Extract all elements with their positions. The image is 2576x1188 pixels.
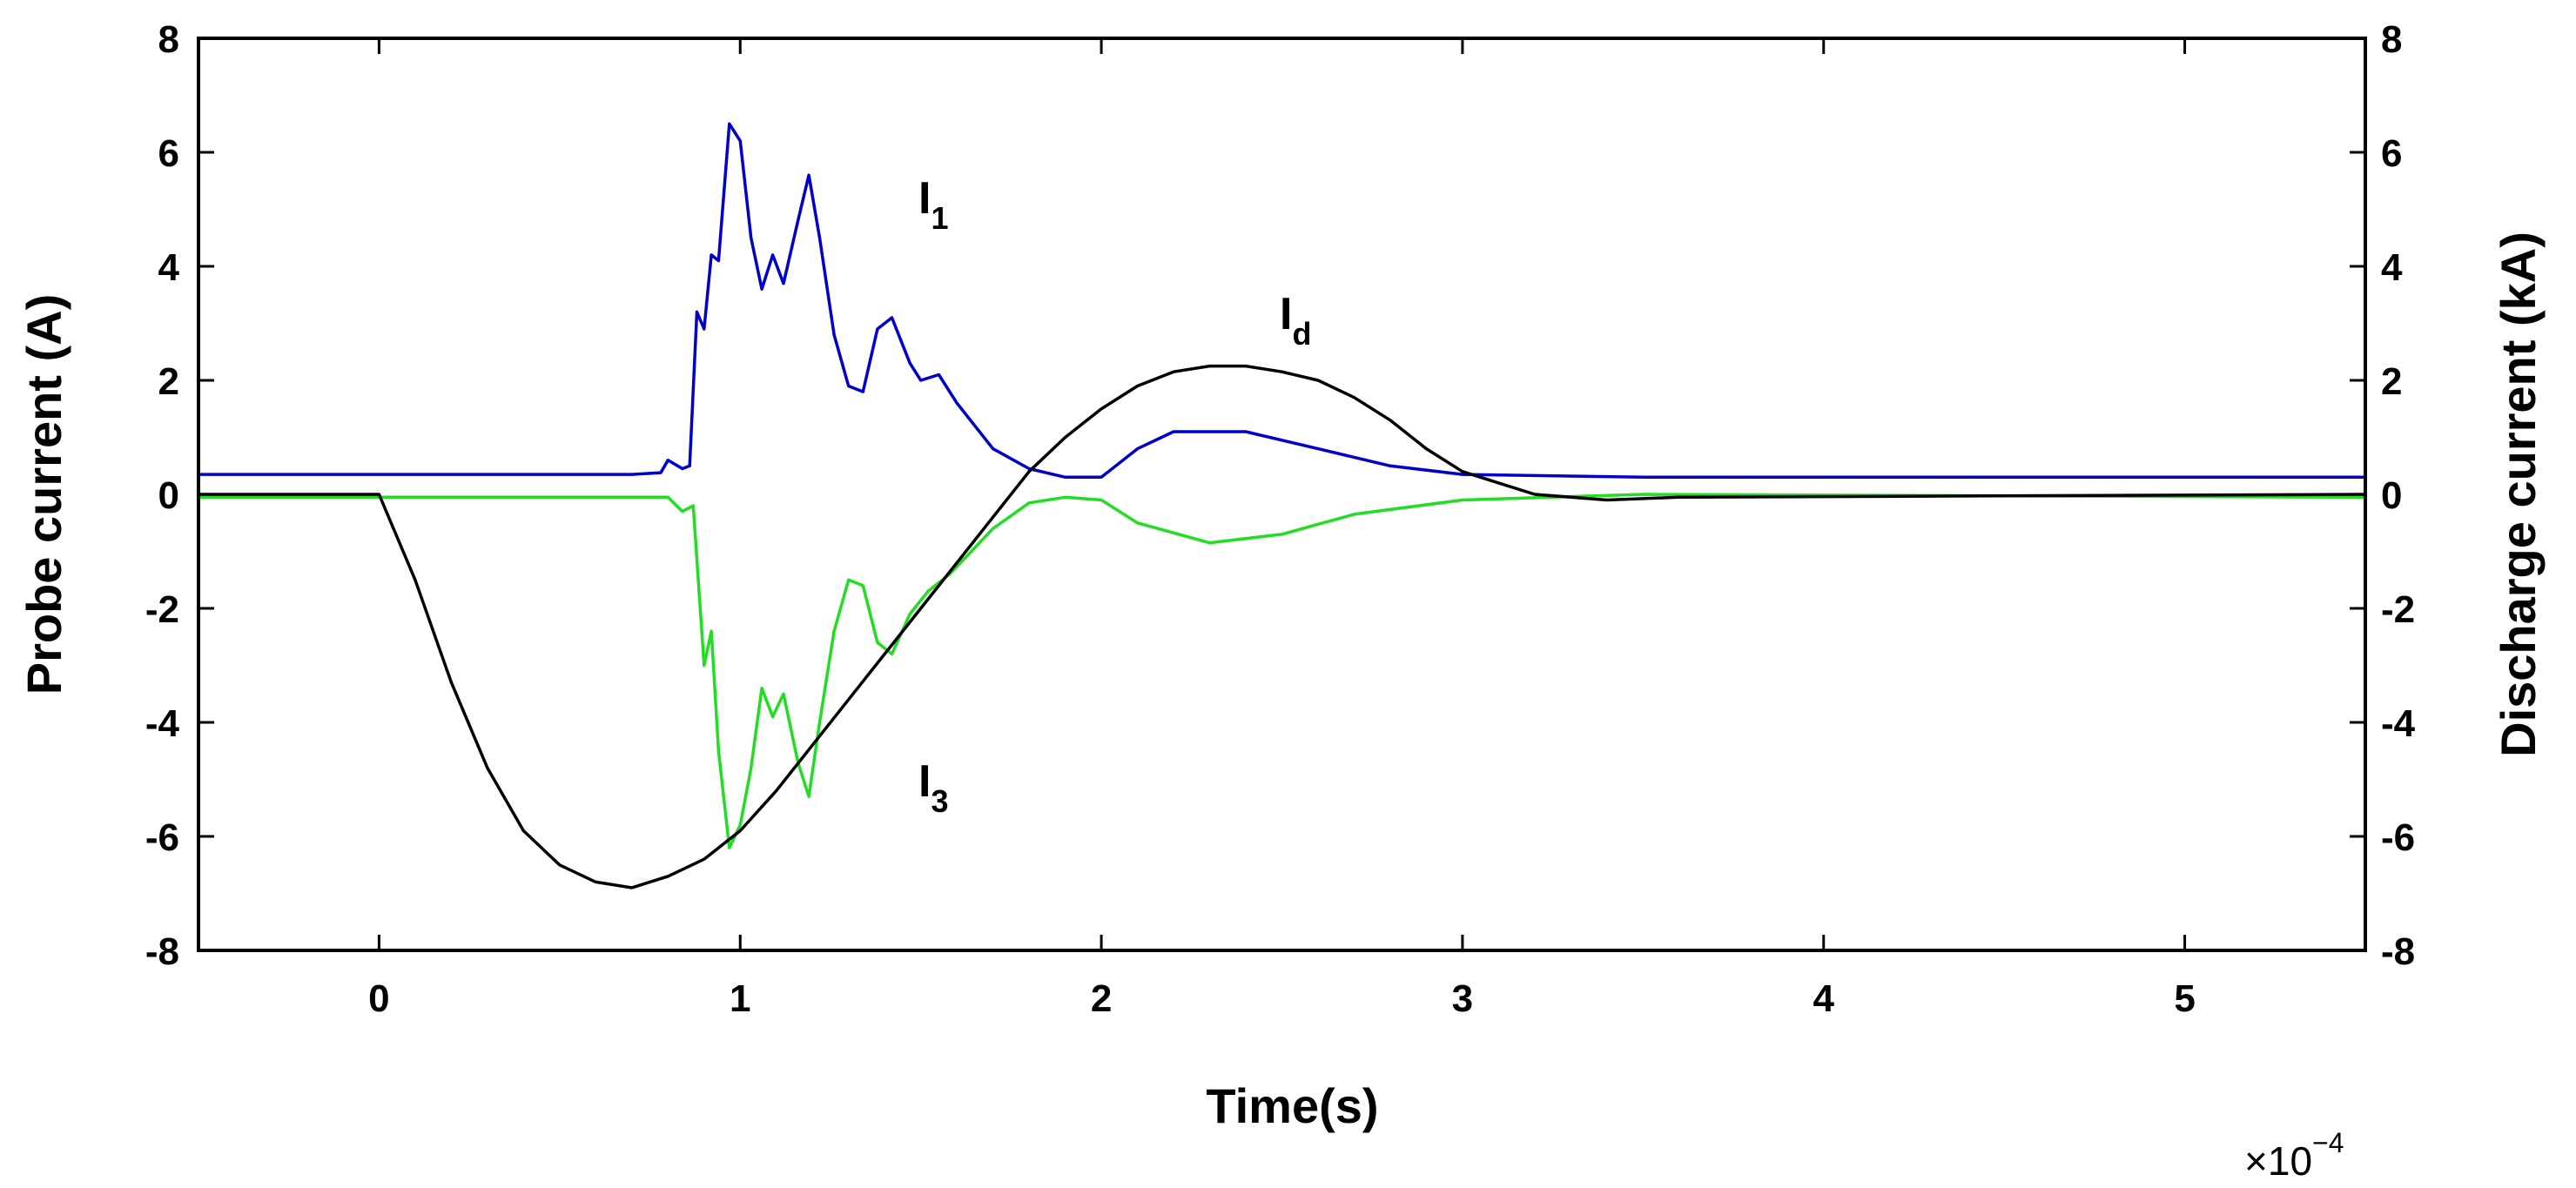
right-y-tick-label: 0 [2381, 474, 2402, 517]
series-line-id [198, 364, 2366, 889]
right-y-tick-label: -4 [2381, 702, 2416, 745]
series-layer [198, 122, 2366, 889]
left-y-tick-label: -2 [145, 588, 179, 631]
left-y-axis-title: Probe current (A) [17, 294, 71, 695]
left-y-tick-label: 2 [158, 360, 179, 403]
series-label-i1: I1 [918, 173, 948, 236]
series-label-i3: I3 [918, 756, 948, 819]
series-line-i3 [198, 493, 2366, 849]
x-axis-title: Time(s) [1206, 1078, 1378, 1133]
x-multiplier-base: ×10 [2244, 1138, 2312, 1184]
x-axis-multiplier: ×10−4 [2244, 1127, 2344, 1184]
right-y-tick-label: -6 [2381, 816, 2415, 859]
left-y-tick-label: -8 [145, 930, 179, 973]
series-label-id-main: I [1280, 289, 1292, 339]
series-label-i1-main: I [918, 173, 931, 224]
right-y-tick-label: -2 [2381, 588, 2415, 631]
left-y-tick-label: -6 [145, 816, 179, 859]
series-label-i3-main: I [918, 756, 931, 807]
series-line-i1 [198, 122, 2365, 480]
left-y-tick-label: 6 [158, 132, 179, 175]
right-y-tick-label: -8 [2381, 930, 2415, 973]
left-y-tick-label: -4 [145, 702, 180, 745]
left-y-tick-label: 0 [158, 474, 179, 517]
right-y-tick-label: 4 [2381, 246, 2403, 289]
series-label-id: Id [1280, 289, 1311, 352]
ticks-layer: 0 1 2 3 4 5 -8 -6 -4 -2 0 2 4 6 8 -8 -6 -4 -2 0 2 4 6 8 [145, 18, 2416, 1020]
x-tick-label: 3 [1452, 977, 1473, 1020]
left-y-tick-label: 4 [158, 246, 180, 289]
left-y-tick-label: 8 [158, 18, 179, 61]
x-multiplier-exponent: −4 [2312, 1127, 2344, 1158]
x-tick-label: 4 [1813, 977, 1835, 1020]
series-label-i3-sub: 3 [931, 783, 948, 819]
right-y-tick-label: 2 [2381, 360, 2402, 403]
x-tick-label: 0 [368, 977, 389, 1020]
right-y-tick-label: 6 [2381, 132, 2402, 175]
x-tick-label: 1 [730, 977, 750, 1020]
x-tick-label: 2 [1091, 977, 1112, 1020]
right-y-axis-title: Discharge current (kA) [2491, 232, 2546, 757]
series-label-i1-sub: 1 [931, 200, 948, 236]
series-label-id-sub: d [1292, 316, 1311, 352]
right-y-tick-label: 8 [2381, 18, 2402, 61]
x-tick-label: 5 [2174, 977, 2195, 1020]
